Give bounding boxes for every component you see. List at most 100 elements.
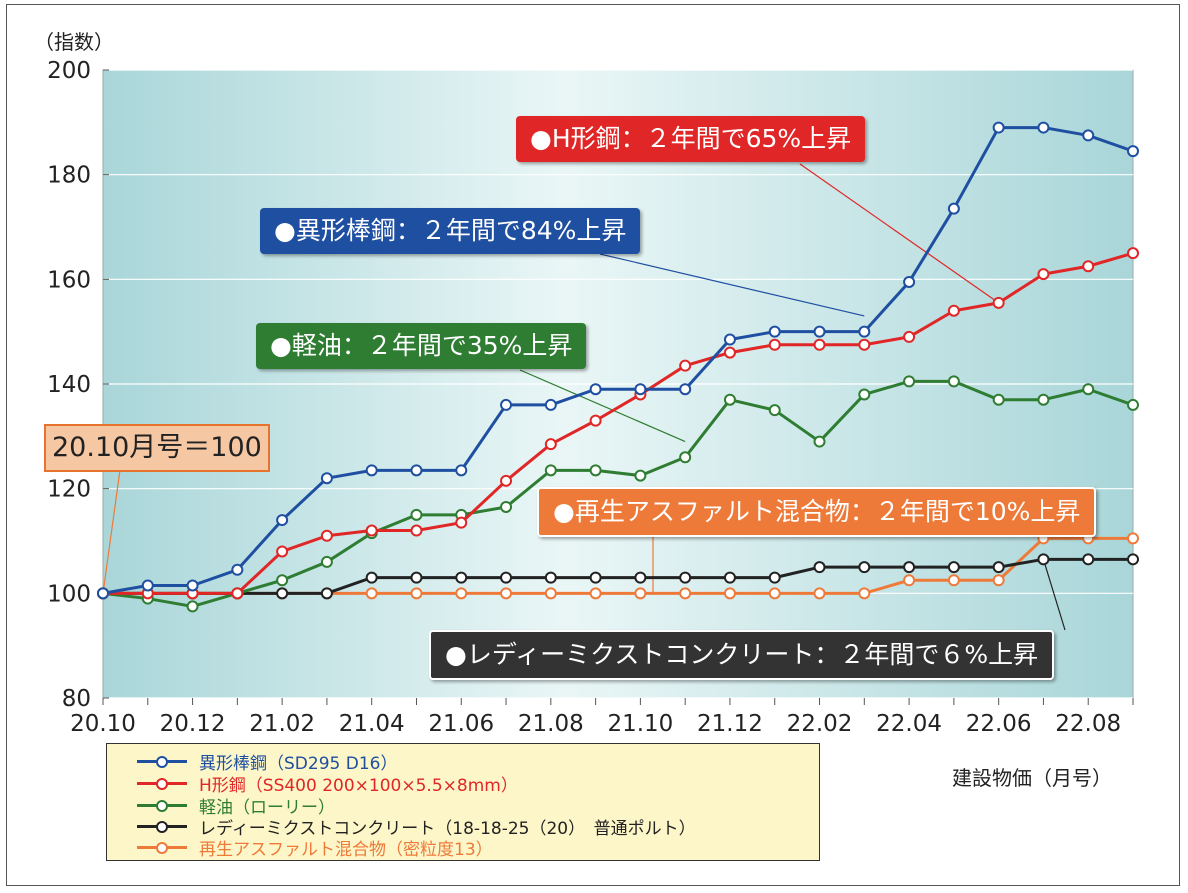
data-point-diesel <box>992 393 1005 406</box>
data-point-diesel <box>410 508 423 521</box>
legend-swatch <box>137 821 187 833</box>
data-point-rebar <box>276 514 289 527</box>
data-point-diesel <box>813 435 826 448</box>
legend-item-concrete: レディーミクストコンクリート（18-18-25（20） 普通ポルト） <box>137 815 696 839</box>
data-point-concrete <box>1082 553 1095 566</box>
data-point-concrete <box>544 571 557 584</box>
data-point-hbeam <box>947 304 960 317</box>
data-point-asphalt <box>410 587 423 600</box>
data-point-concrete <box>903 561 916 574</box>
legend-item-diesel: 軽油（ローリー） <box>137 794 335 818</box>
data-point-diesel <box>723 393 736 406</box>
leader-line <box>1042 559 1066 631</box>
data-point-diesel <box>320 555 333 568</box>
x-tick-label: 21.04 <box>339 711 405 737</box>
data-point-rebar <box>992 121 1005 134</box>
legend-swatch <box>137 800 187 812</box>
callout-hbeam: ●H形鋼：２年間で65%上昇 <box>516 116 866 162</box>
data-point-asphalt <box>679 587 692 600</box>
series-line-concrete <box>103 557 1133 595</box>
data-point-asphalt <box>858 587 871 600</box>
x-tick-label: 20.10 <box>70 711 136 737</box>
data-point-asphalt <box>365 587 378 600</box>
data-point-hbeam <box>365 524 378 537</box>
y-axis-unit-label: （指数） <box>34 30 114 54</box>
data-point-diesel <box>1037 393 1050 406</box>
data-point-rebar <box>320 472 333 485</box>
data-point-asphalt <box>947 574 960 587</box>
data-point-diesel <box>679 451 692 464</box>
data-point-concrete <box>1037 553 1050 566</box>
data-point-asphalt <box>455 587 468 600</box>
data-point-rebar <box>858 325 871 338</box>
data-point-diesel <box>186 600 199 613</box>
data-point-rebar <box>410 464 423 477</box>
y-tick-label: 80 <box>62 686 91 712</box>
data-point-hbeam <box>1082 260 1095 273</box>
data-point-rebar <box>589 383 602 396</box>
leader-line <box>599 253 865 317</box>
x-tick-label: 22.02 <box>787 711 853 737</box>
leader-line <box>519 369 686 443</box>
series-line-hbeam <box>103 251 1134 595</box>
x-tick-label: 21.06 <box>428 711 494 737</box>
data-point-rebar <box>500 398 513 411</box>
legend-swatch <box>137 778 187 790</box>
data-point-rebar <box>723 333 736 346</box>
data-point-rebar <box>947 202 960 215</box>
x-tick-label: 21.10 <box>607 711 673 737</box>
data-point-hbeam <box>544 438 557 451</box>
data-point-hbeam <box>500 474 513 487</box>
y-tick-label: 200 <box>47 58 91 84</box>
data-point-concrete <box>813 561 826 574</box>
data-point-hbeam <box>1037 268 1050 281</box>
y-tick-label: 180 <box>47 163 91 189</box>
data-point-asphalt <box>813 587 826 600</box>
data-point-rebar <box>634 383 647 396</box>
data-point-hbeam <box>455 516 468 529</box>
data-point-hbeam <box>992 296 1005 309</box>
data-point-hbeam <box>813 338 826 351</box>
x-tick-label: 22.08 <box>1055 711 1121 737</box>
data-point-hbeam <box>320 529 333 542</box>
data-point-rebar <box>1082 129 1095 142</box>
data-point-hbeam <box>679 359 692 372</box>
chart-frame <box>6 4 1180 886</box>
leader-line <box>102 469 121 594</box>
data-point-hbeam <box>723 346 736 359</box>
x-tick-labels: 20.10 20.12 21.02 21.04 21.06 21.08 21.10 21.12… <box>70 711 1121 737</box>
data-point-diesel <box>634 469 647 482</box>
x-tick-label: 21.08 <box>518 711 584 737</box>
data-point-asphalt <box>634 587 647 600</box>
data-point-rebar <box>544 398 557 411</box>
data-point-hbeam <box>410 524 423 537</box>
data-point-asphalt <box>992 574 1005 587</box>
data-point-concrete <box>992 561 1005 574</box>
data-point-diesel <box>500 500 513 513</box>
data-point-diesel <box>768 404 781 417</box>
y-tick-label: 120 <box>47 477 91 503</box>
data-point-rebar <box>97 587 109 600</box>
x-tick-label: 21.02 <box>249 711 315 737</box>
base-note: 20.10月号＝100 <box>44 424 270 472</box>
data-point-concrete <box>634 571 647 584</box>
legend: 異形棒鋼（SD295 D16） H形鋼（SS400 200×100×5.5×8m… <box>106 743 820 861</box>
x-tick-label: 22.04 <box>876 711 942 737</box>
data-point-hbeam <box>1127 247 1139 260</box>
data-point-diesel <box>903 375 916 388</box>
data-point-rebar <box>768 325 781 338</box>
data-point-rebar <box>186 579 199 592</box>
legend-label: 軽油（ローリー） <box>199 797 335 818</box>
data-point-concrete <box>1127 553 1139 566</box>
callout-leaders <box>102 163 1066 631</box>
callout-diesel: ●軽油：２年間で35%上昇 <box>256 323 587 369</box>
y-tick-label: 100 <box>47 581 91 607</box>
data-point-diesel <box>1082 383 1095 396</box>
data-point-rebar <box>1127 145 1139 158</box>
legend-label: H形鋼（SS400 200×100×5.5×8mm） <box>199 775 518 796</box>
data-point-diesel <box>858 388 871 401</box>
data-point-concrete <box>276 587 289 600</box>
data-point-asphalt <box>589 587 602 600</box>
series-line-rebar <box>102 126 1134 595</box>
